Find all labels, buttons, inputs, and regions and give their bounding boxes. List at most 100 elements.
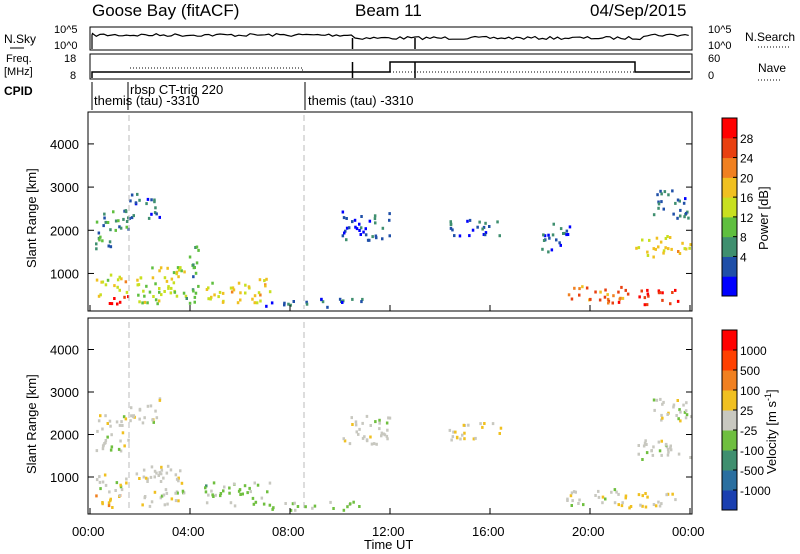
heatmap-cell [388,218,391,222]
heatmap-cell [99,293,102,297]
heatmap-cell [268,290,272,294]
cpid-segment-3: themis (tau) -3310 [308,93,414,108]
heatmap-cell [129,406,133,410]
heatmap-cell [197,284,200,288]
heatmap-cell [685,401,688,405]
velocity-panel-frame [87,317,693,515]
heatmap-cell [670,247,673,251]
heatmap-cell [158,269,161,273]
heatmap-cell [153,211,157,215]
heatmap-cell [107,501,111,505]
heatmap-cell [674,201,677,205]
heatmap-cell [143,300,147,304]
freq-label: Freq. [6,53,32,65]
heatmap-cell [683,215,686,219]
heatmap-cell [661,298,664,302]
colorbar-tick-label: -25 [740,424,758,438]
heatmap-cell [541,247,544,251]
heatmap-cell [193,300,196,304]
heatmap-cell [195,245,199,249]
heatmap-cell [217,295,220,299]
heatmap-cell [375,442,378,446]
heatmap-cell [102,443,105,447]
colorbar-swatch [722,216,737,238]
heatmap-cell [607,299,611,303]
heatmap-cell [289,508,293,512]
heatmap-cell [289,303,292,307]
heatmap-cell [95,220,99,224]
heatmap-cell [682,403,685,407]
heatmap-cell [119,449,123,453]
heatmap-cell [287,302,290,306]
heatmap-cell [175,270,179,274]
heatmap-cell [667,450,670,454]
heatmap-cell [355,227,359,231]
heatmap-cell [118,423,122,427]
heatmap-cell [660,413,663,417]
heatmap-cell [292,300,295,303]
heatmap-cell [230,290,234,294]
heatmap-cell [343,231,346,235]
heatmap-cell [265,304,268,308]
heatmap-cell [120,420,123,424]
heatmap-cell [585,286,589,290]
heatmap-cell [177,268,181,272]
heatmap-cell [193,295,197,299]
heatmap-cell [657,440,661,444]
heatmap-cell [666,235,669,238]
heatmap-cell [654,247,657,251]
heatmap-cell [361,436,365,440]
heatmap-cell [482,225,486,229]
heatmap-cell [351,423,354,426]
heatmap-cell [388,212,391,216]
heatmap-cell [233,504,237,508]
heatmap-cell [141,503,144,507]
heatmap-cell [359,226,363,230]
heatmap-cell [132,214,135,218]
heatmap-cell [663,190,667,194]
heatmap-cell [368,238,371,242]
heatmap-cell [141,421,145,425]
heatmap-cell [239,291,242,295]
heatmap-cell [611,301,614,305]
heatmap-cell [95,478,99,482]
heatmap-cell [158,398,162,402]
colorbar-tick-label: 100 [740,384,760,398]
heatmap-cell [182,291,186,295]
heatmap-cell [159,496,163,500]
heatmap-cell [351,220,354,224]
heatmap-cell [116,302,119,306]
heatmap-cell [251,496,255,500]
heatmap-cell [660,192,663,196]
heatmap-cell [132,415,135,419]
heatmap-cell [146,301,149,305]
heatmap-cell [194,291,198,295]
heatmap-cell [146,477,149,481]
heatmap-cell [559,227,563,231]
heatmap-cell [666,453,670,457]
heatmap-cell [155,471,158,475]
heatmap-cell [345,238,348,242]
colorbar-tick-label: 4 [740,250,747,264]
heatmap-cell [160,465,163,469]
heatmap-cell [578,498,581,502]
heatmap-cell [104,483,108,487]
heatmap-cell [95,494,98,498]
heatmap-cell [624,496,627,500]
heatmap-cell [669,446,672,450]
heatmap-cell [188,301,192,305]
heatmap-cell [671,492,674,496]
colorbar-swatch [722,450,737,471]
heatmap-cell [624,494,628,498]
heatmap-cell [463,431,466,435]
heatmap-cell [601,495,605,499]
heatmap-cell [157,474,160,477]
heatmap-cell [354,420,358,424]
heatmap-cell [164,488,168,492]
heatmap-cell [380,434,383,438]
heatmap-cell [668,236,672,239]
heatmap-cell [660,418,663,422]
heatmap-cell [252,502,256,506]
heatmap-cell [236,301,240,305]
heatmap-cell [260,496,264,500]
